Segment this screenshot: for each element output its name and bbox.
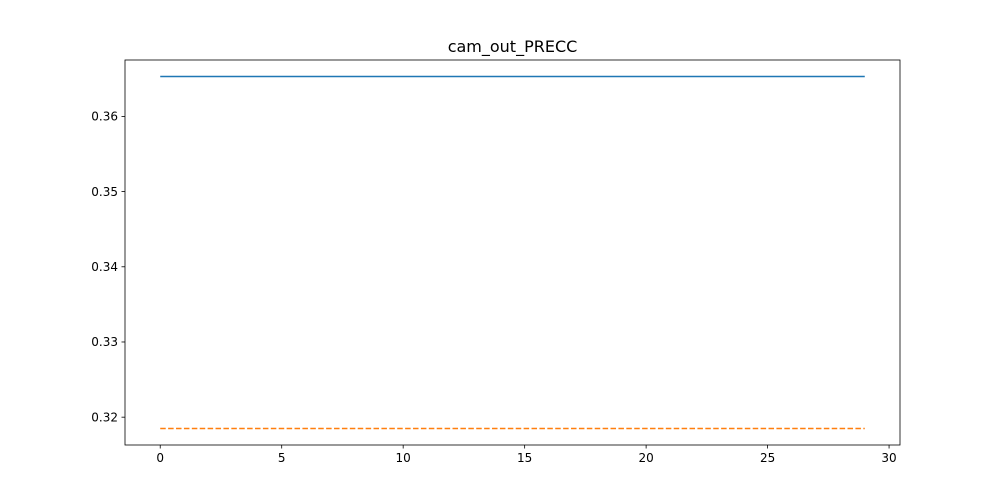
x-tick-label: 20 [638, 451, 653, 465]
y-tick-label: 0.34 [91, 260, 118, 274]
series-layer [160, 75, 865, 430]
x-tick-label: 25 [760, 451, 775, 465]
x-tick-label: 0 [156, 451, 164, 465]
y-axis-ticks: 0.32 0.33 0.34 0.35 0.36 [91, 110, 125, 424]
y-tick-label: 0.33 [91, 335, 118, 349]
x-tick-label: 30 [881, 451, 896, 465]
chart-title: cam_out_PRECC [448, 37, 578, 57]
x-tick-label: 5 [278, 451, 286, 465]
x-tick-label: 10 [396, 451, 411, 465]
x-tick-label: 15 [517, 451, 532, 465]
x-axis-ticks: 0 5 10 15 20 25 30 [156, 445, 897, 465]
y-tick-label: 0.36 [91, 110, 118, 124]
y-tick-label: 0.35 [91, 185, 118, 199]
y-tick-label: 0.32 [91, 410, 118, 424]
plot-area-frame [124, 59, 901, 446]
